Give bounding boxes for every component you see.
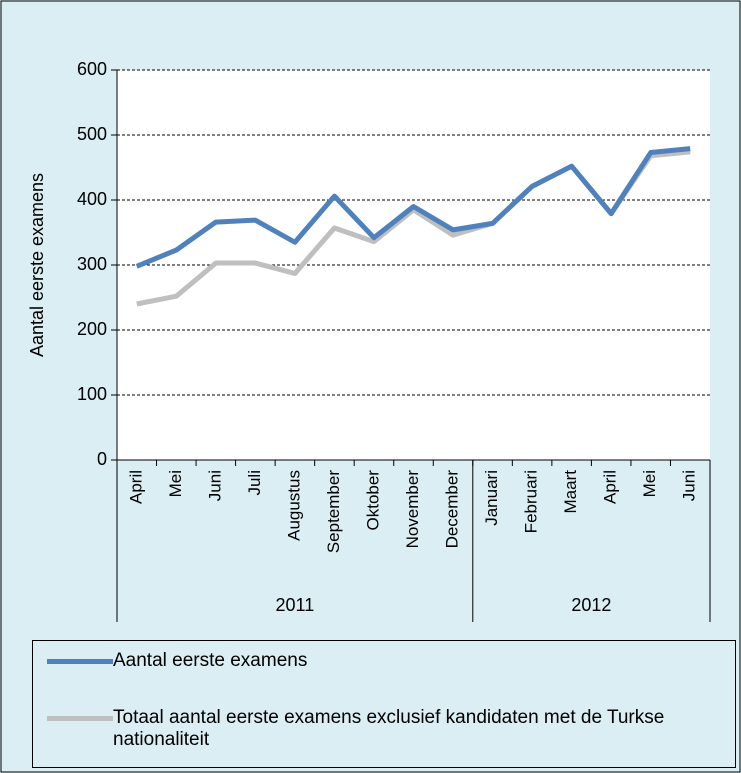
series-line — [135, 146, 691, 269]
x-tick-label: April — [126, 470, 145, 504]
x-tick-label: Juni — [205, 470, 224, 501]
x-tick-label: December — [443, 470, 462, 549]
legend-label: Aantal eerste examens — [113, 650, 308, 671]
legend: Aantal eerste examens Totaal aantal eerst… — [32, 640, 736, 768]
x-tick-label: November — [403, 470, 422, 549]
x-tick-label: April — [601, 470, 620, 504]
x-tick-label: Juni — [680, 470, 699, 501]
x-tick-label: Juli — [245, 470, 264, 496]
y-tick-label: 300 — [77, 254, 107, 274]
group-label: 2011 — [276, 595, 315, 615]
x-tick-label: Oktober — [363, 470, 382, 531]
legend-swatch — [47, 716, 113, 721]
x-tick-label: Augustus — [284, 470, 303, 541]
y-tick-label: 500 — [77, 124, 107, 144]
legend-item: Aantal eerste examens — [33, 650, 733, 672]
y-tick-label: 200 — [77, 319, 107, 339]
legend-item: Totaal aantal eerste examens exclusief k… — [33, 707, 733, 751]
y-axis-title: Aantal eerste examens — [27, 173, 47, 357]
legend-swatch — [47, 659, 113, 664]
group-label: 2012 — [571, 595, 611, 615]
x-tick-label: Mei — [166, 470, 185, 497]
x-tick-label: Maart — [561, 470, 580, 514]
y-tick-label: 100 — [77, 384, 107, 404]
y-tick-label: 400 — [77, 189, 107, 209]
legend-label: Totaal aantal eerste examens exclusief k… — [113, 707, 665, 750]
y-tick-label: 600 — [77, 59, 107, 79]
x-tick-label: Mei — [640, 470, 659, 497]
y-tick-label: 0 — [97, 449, 107, 469]
x-tick-label: September — [324, 470, 343, 553]
x-tick-label: Januari — [482, 470, 501, 526]
x-tick-label: Februari — [522, 470, 541, 533]
